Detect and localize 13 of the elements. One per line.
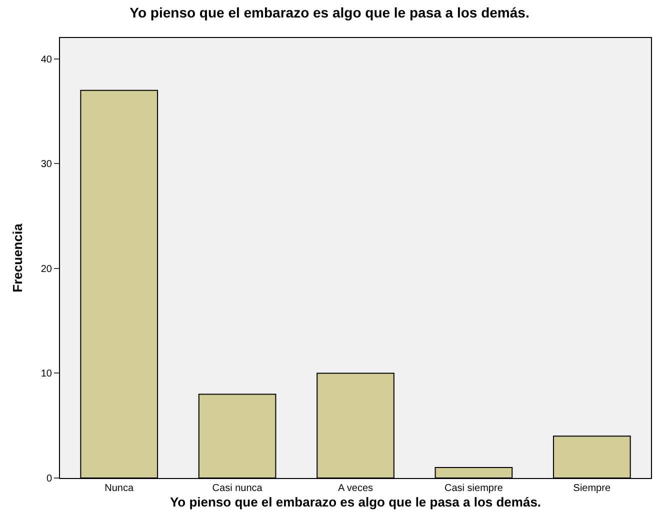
- x-tick-label: Siempre: [573, 483, 611, 494]
- y-axis-title: Frecuencia: [10, 222, 25, 292]
- x-axis-title: Yo pienso que el embarazo es algo que le pasa a los demás.: [170, 494, 542, 510]
- y-tick-label: 20: [40, 264, 52, 275]
- x-tick-label: Nunca: [104, 483, 134, 494]
- y-tick-label: 40: [40, 54, 52, 66]
- y-tick-label: 0: [46, 474, 52, 484]
- x-tick-label: A veces: [338, 483, 374, 494]
- y-tick-label: 10: [40, 368, 52, 380]
- y-tick-label: 30: [40, 159, 52, 170]
- x-tick-label: Casi nunca: [212, 483, 263, 494]
- x-tick-label: Casi siempre: [444, 483, 504, 494]
- chart-title: Yo pienso que el embarazo es algo que le pasa a los demás.: [130, 4, 530, 21]
